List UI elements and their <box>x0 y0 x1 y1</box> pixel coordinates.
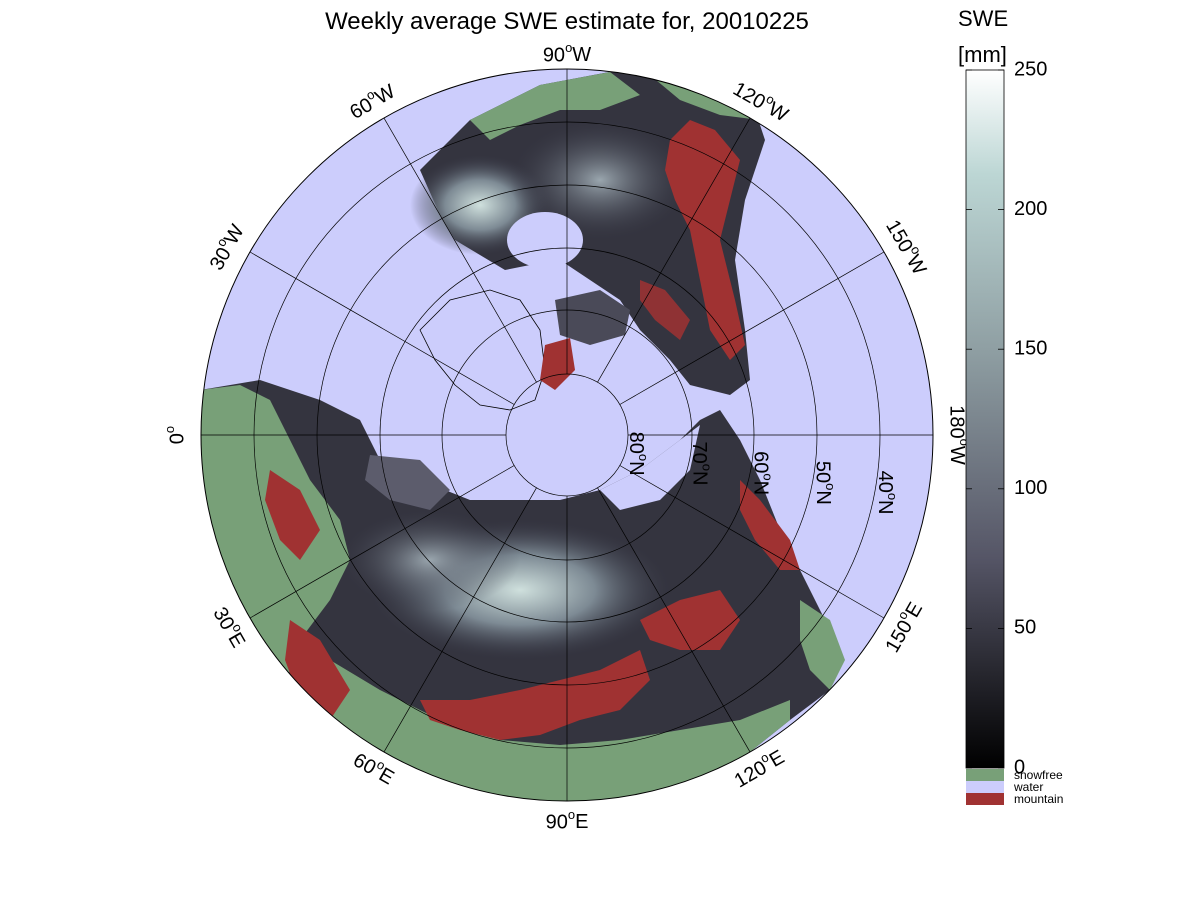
na-snowfree <box>470 72 640 140</box>
hudson-bay <box>507 212 583 268</box>
meridian-line <box>619 465 885 619</box>
na-mountains-east <box>640 280 690 340</box>
legend-swatch <box>966 781 1004 793</box>
meridian-line <box>383 487 537 753</box>
colorbar-tick-label: 200 <box>1014 198 1047 220</box>
latitude-label: 60oN <box>749 451 775 495</box>
eurasia-mountains-east <box>640 590 740 650</box>
meridian-line <box>597 487 751 753</box>
longitude-label: 90oW <box>543 40 591 66</box>
snow-region-canada <box>510 120 690 240</box>
colorbar-label: SWE <box>958 6 1008 31</box>
map-title: Weekly average SWE estimate for, 2001022… <box>325 8 809 35</box>
latitude-label: 80oN <box>625 432 651 476</box>
latitude-label: 40oN <box>874 471 900 515</box>
greenland <box>419 289 546 411</box>
latitude-label: 50oN <box>812 461 838 505</box>
graticule <box>201 69 933 801</box>
eurasia-snowfree-south <box>320 660 790 801</box>
colorbar-tick-label: 0 <box>1014 756 1025 778</box>
colorbar-ticks: 250 200 150 100 50 0 <box>966 58 1047 778</box>
map-frame <box>200 68 934 802</box>
colorbar-tick-label: 50 <box>1014 617 1036 639</box>
legend-label: mountain <box>1014 792 1063 806</box>
meridian-line <box>597 117 751 383</box>
longitude-label: 90oE <box>546 807 589 833</box>
arctic-islands <box>555 290 630 345</box>
na-mountains <box>665 120 745 360</box>
legend-label: snowfree <box>1014 768 1063 782</box>
colorbar: SWE [mm] 250 200 150 100 50 0 <box>958 6 1047 778</box>
colorbar-unit: [mm] <box>958 42 1007 67</box>
colorbar-tick-label: 100 <box>1014 477 1047 499</box>
legend-swatch <box>966 769 1004 781</box>
latitude-label: 70oN <box>688 442 714 486</box>
colorbar-tick-label: 150 <box>1014 337 1047 359</box>
east-asia-mountains <box>740 480 800 570</box>
longitude-label: 0o <box>162 426 188 444</box>
scandinavia-snow <box>365 455 450 510</box>
colorbar-gradient <box>965 69 1005 769</box>
meridian-line <box>619 251 885 405</box>
legend-swatch <box>966 793 1004 805</box>
colorbar-tick-label: 250 <box>1014 58 1047 80</box>
legend-label: water <box>1013 780 1043 794</box>
east-asia-coast <box>800 600 845 690</box>
meridian-line <box>249 465 515 619</box>
snow-region-central-asia <box>340 510 520 610</box>
europe-mountains <box>265 470 320 560</box>
arctic-ocean-inlet <box>600 425 700 510</box>
polar-map <box>201 69 933 801</box>
meridian-line <box>249 251 515 405</box>
eurasia-mountains <box>420 650 650 740</box>
latitude-labels: 80oN 70oN 60oN 50oN 40oN <box>625 432 900 515</box>
meridian-line <box>383 117 537 383</box>
arctic-island-mountain <box>540 338 575 390</box>
